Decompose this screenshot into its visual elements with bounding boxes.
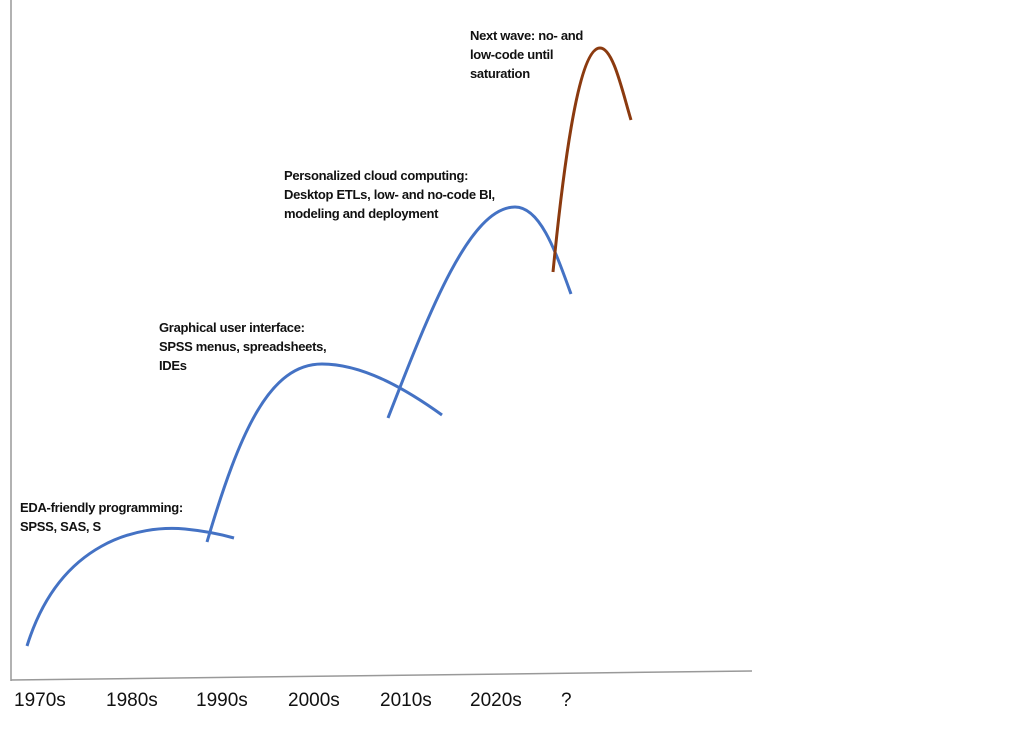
x-axis <box>10 670 753 681</box>
x-tick-label: 2020s <box>470 690 522 711</box>
wave-label-4: Next wave: no- and low-code until satura… <box>470 28 584 81</box>
wave-label-2: Graphical user interface: SPSS menus, sp… <box>159 320 327 373</box>
x-tick-label: 1970s <box>14 690 66 711</box>
x-tick-label: 1990s <box>196 690 248 711</box>
wave-curve-3 <box>386 205 573 419</box>
x-tick-label: ? <box>561 690 572 711</box>
wave-label-3: Personalized cloud computing: Desktop ET… <box>284 168 495 221</box>
wave-curve-1 <box>25 526 235 647</box>
x-tick-label: 2010s <box>380 690 432 711</box>
x-tick-label: 2000s <box>288 690 340 711</box>
x-tick-label: 1980s <box>106 690 158 711</box>
wave-label-1: EDA-friendly programming: SPSS, SAS, S <box>20 500 183 534</box>
wave-curve-4 <box>551 46 633 273</box>
wave-curve-2 <box>205 362 443 543</box>
